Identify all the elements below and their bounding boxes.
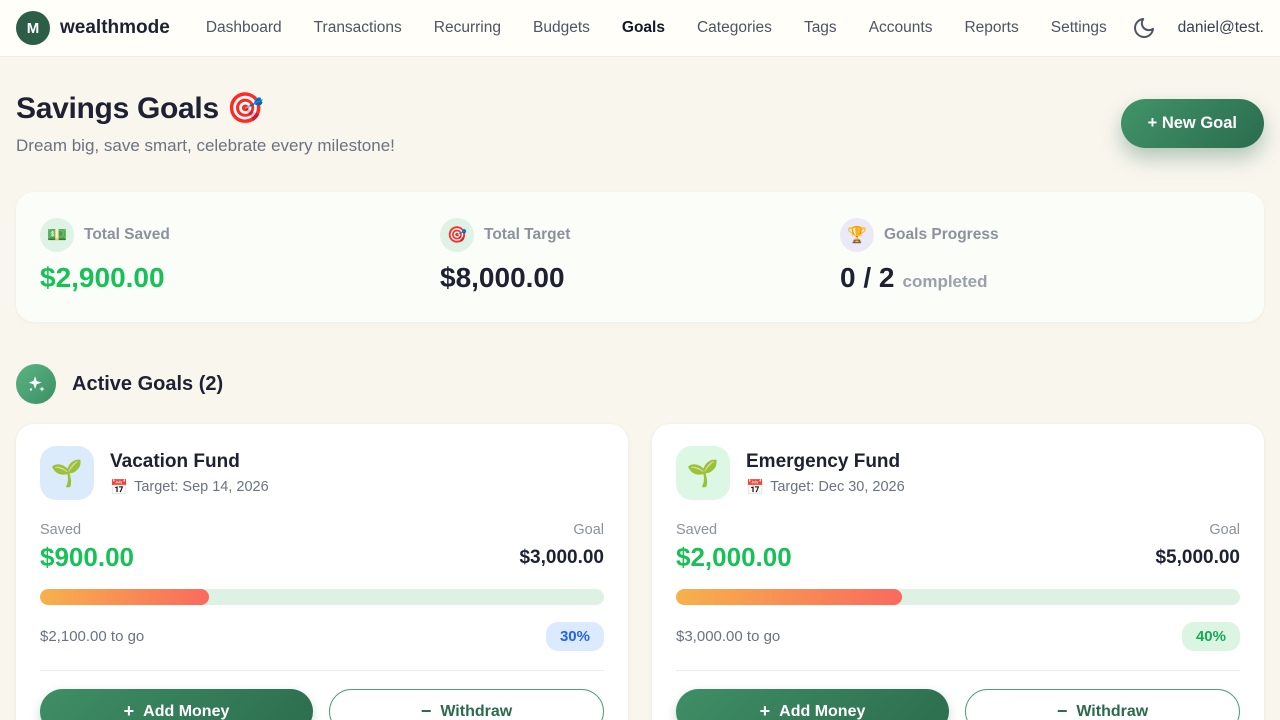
saved-amount: $900.00 [40,542,134,572]
seedling-icon: 🌱 [676,446,730,500]
calendar-icon: 📅 [110,479,129,496]
money-icon: 💵 [40,218,74,252]
percent-badge: 30% [545,622,604,651]
saved-label: Saved [676,522,718,538]
remaining-amount: $3,000.00 to go [676,628,781,645]
goal-amount: $3,000.00 [519,547,604,568]
stat-suffix: completed [902,272,988,291]
nav-item-categories[interactable]: Categories [696,19,772,36]
top-nav: M wealthmode Dashboard Transactions Recu… [0,0,1280,57]
add-money-button[interactable]: + Add Money [676,689,949,720]
calendar-icon: 📅 [746,479,765,496]
nav-item-recurring[interactable]: Recurring [433,19,501,36]
minus-icon: − [1056,701,1068,720]
progress-fill [40,589,210,605]
plus-icon: + [123,701,135,720]
brand-avatar: M [16,11,50,45]
divider [40,670,604,671]
stat-label: Total Saved [84,226,170,243]
goal-label: Goal [1209,522,1240,538]
divider [676,670,1240,671]
stat-value: 0 / 2 completed [840,262,988,293]
stat-label: Goals Progress [884,226,999,243]
goal-target-date: 📅 Target: Dec 30, 2026 [746,479,905,496]
withdraw-button[interactable]: − Withdraw [965,689,1240,720]
page-header: Savings Goals 🎯 Dream big, save smart, c… [16,91,1264,156]
page-subtitle: Dream big, save smart, celebrate every m… [16,136,395,155]
saved-label: Saved [40,522,82,538]
progress-fill [676,589,902,605]
stat-value: $8,000.00 [440,262,565,293]
stat-value: $2,900.00 [40,262,165,293]
progress-bar [40,589,604,605]
sparkles-icon [16,364,56,404]
goal-cards: 🌱 Vacation Fund 📅 Target: Sep 14, 2026 Sa… [16,424,1264,720]
nav-item-budgets[interactable]: Budgets [533,19,590,36]
percent-badge: 40% [1181,622,1240,651]
nav-item-goals[interactable]: Goals [621,19,665,36]
goal-amount: $5,000.00 [1155,547,1240,568]
nav-item-transactions[interactable]: Transactions [313,19,402,36]
plus-icon: + [759,701,771,720]
dark-mode-moon-icon[interactable] [1132,16,1156,40]
add-money-button[interactable]: + Add Money [40,689,313,720]
brand-name: wealthmode [60,17,170,38]
stats-bar: 💵 Total Saved $2,900.00 🎯 Total Target $… [16,192,1264,322]
nav-item-settings[interactable]: Settings [1050,19,1107,36]
target-icon: 🎯 [440,218,474,252]
goal-card-emergency-fund: 🌱 Emergency Fund 📅 Target: Dec 30, 2026 S… [652,424,1264,720]
goal-card-vacation-fund: 🌱 Vacation Fund 📅 Target: Sep 14, 2026 Sa… [16,424,628,720]
nav-links: Dashboard Transactions Recurring Budgets… [206,19,1107,37]
page-title: Savings Goals 🎯 [16,92,264,125]
nav-right: daniel@test. [1132,16,1264,40]
stat-goals-progress: 🏆 Goals Progress 0 / 2 completed [840,218,1240,294]
goal-name: Vacation Fund [110,450,240,472]
nav-item-reports[interactable]: Reports [964,19,1019,36]
new-goal-button[interactable]: + New Goal [1120,99,1264,148]
active-goals-header: Active Goals (2) [16,364,1264,404]
nav-item-accounts[interactable]: Accounts [868,19,933,36]
trophy-icon: 🏆 [840,218,874,252]
stat-label: Total Target [484,226,571,243]
user-email[interactable]: daniel@test. [1177,19,1264,36]
stat-total-saved: 💵 Total Saved $2,900.00 [40,218,440,294]
brand-logo[interactable]: M wealthmode [16,11,170,45]
seedling-icon: 🌱 [40,446,94,500]
progress-bar [676,589,1240,605]
goal-label: Goal [573,522,604,538]
remaining-amount: $2,100.00 to go [40,628,145,645]
nav-item-dashboard[interactable]: Dashboard [205,19,282,36]
withdraw-button[interactable]: − Withdraw [329,689,604,720]
stat-total-target: 🎯 Total Target $8,000.00 [440,218,840,294]
goal-target-date: 📅 Target: Sep 14, 2026 [110,479,269,496]
saved-amount: $2,000.00 [676,542,792,572]
goal-name: Emergency Fund [746,450,901,472]
minus-icon: − [420,701,432,720]
nav-item-tags[interactable]: Tags [803,19,837,36]
section-title: Active Goals (2) [72,372,224,395]
